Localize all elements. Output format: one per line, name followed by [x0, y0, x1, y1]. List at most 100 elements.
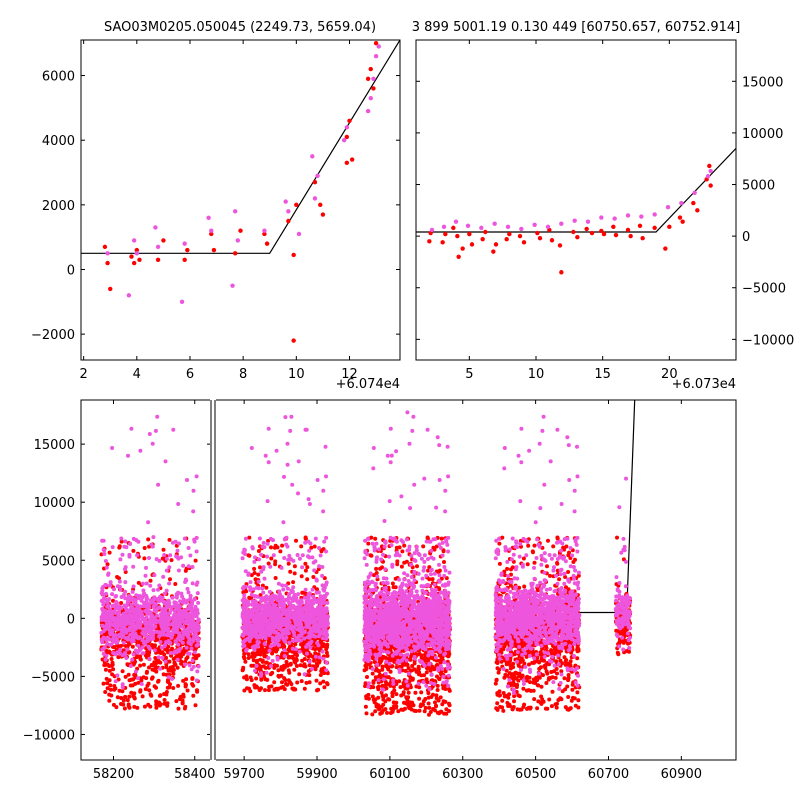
season-point: [289, 588, 294, 593]
season-point: [395, 559, 400, 564]
season-point: [127, 694, 132, 699]
season-point: [115, 640, 119, 645]
season-point: [185, 586, 190, 591]
season-point: [139, 682, 144, 686]
season-point: [263, 642, 268, 647]
top-left-panel: SAO03M0205.050045 (2249.73, 5659.04) +6.…: [31, 20, 401, 392]
season-point: [129, 426, 134, 431]
season-point: [400, 549, 405, 554]
season-point: [299, 574, 304, 579]
season-point: [111, 636, 116, 641]
top-right-red-point: [456, 254, 461, 259]
season-point: [301, 615, 306, 620]
season-point: [302, 595, 307, 600]
season-point: [170, 540, 175, 545]
season-point: [318, 681, 323, 686]
season-point: [145, 683, 150, 688]
season-point: [105, 612, 110, 616]
season-point: [184, 656, 189, 661]
season-point: [287, 600, 291, 605]
season-point: [167, 565, 172, 570]
season-point: [256, 572, 261, 577]
season-point: [172, 612, 177, 617]
season-point: [152, 601, 157, 606]
season-point: [176, 568, 181, 573]
season-point: [399, 693, 404, 698]
season-point: [193, 634, 198, 639]
top-right-x-offset: +6.073e4: [672, 377, 736, 392]
season-point: [123, 580, 128, 585]
bottom-panel-1-xtick-label: 60100: [369, 767, 410, 782]
top-left-red-point: [262, 231, 267, 237]
season-point: [100, 586, 105, 591]
season-point: [110, 545, 115, 550]
season-point: [162, 591, 167, 596]
season-point: [119, 595, 124, 599]
season-point: [122, 706, 127, 711]
season-point: [127, 554, 132, 559]
season-point: [325, 671, 330, 676]
season-point: [257, 557, 261, 562]
season-point: [313, 667, 318, 672]
season-point: [302, 636, 307, 641]
season-point: [186, 546, 191, 550]
season-point: [247, 535, 252, 540]
season-point: [175, 548, 180, 553]
season-point: [402, 543, 407, 548]
season-point: [123, 589, 128, 594]
season-point: [184, 645, 189, 650]
season-point: [303, 427, 308, 432]
season-point: [117, 610, 122, 615]
season-point: [163, 459, 168, 464]
season-point: [120, 669, 125, 674]
season-point: [249, 595, 254, 600]
season-point: [306, 539, 311, 544]
season-point: [186, 632, 191, 637]
season-point: [162, 553, 167, 557]
season-point: [262, 603, 267, 608]
season-point: [110, 446, 115, 450]
top-right-pink-series: [429, 168, 713, 233]
season-point: [171, 671, 176, 676]
season-point: [139, 598, 144, 603]
season-point: [181, 678, 186, 683]
season-point: [158, 621, 163, 626]
season-point: [171, 619, 176, 624]
season-point: [196, 664, 201, 669]
season-point: [311, 610, 316, 615]
season-point: [291, 585, 296, 590]
season-point: [119, 702, 123, 706]
season-point: [140, 694, 145, 699]
season-point: [154, 705, 159, 710]
season-point: [312, 568, 317, 573]
season-point: [282, 654, 287, 658]
season-point: [265, 541, 270, 546]
season-point: [257, 536, 262, 541]
season-point: [291, 686, 296, 691]
season-point: [255, 658, 260, 663]
season-point: [169, 668, 174, 673]
season-point: [133, 631, 138, 636]
season-point: [244, 677, 249, 682]
season-point: [149, 612, 154, 617]
season-point: [179, 661, 184, 666]
season-point: [313, 620, 318, 625]
season-point: [188, 593, 193, 598]
season-point: [188, 604, 193, 609]
top-right-red-point: [427, 239, 432, 244]
season-point: [258, 667, 263, 672]
season-point: [324, 650, 329, 655]
season-point: [144, 581, 149, 586]
season-point: [181, 694, 186, 699]
season-point: [164, 568, 169, 573]
season-point: [125, 647, 130, 652]
season-point: [116, 677, 121, 682]
season-point: [141, 640, 146, 645]
season-point: [153, 428, 158, 433]
season-point: [127, 705, 132, 710]
season-point: [249, 446, 254, 450]
top-right-ytick-label: −10000: [742, 333, 794, 348]
season-point: [287, 655, 292, 660]
season-point: [317, 655, 322, 660]
bottom-panel-1-xtick-label: 59900: [296, 767, 337, 782]
